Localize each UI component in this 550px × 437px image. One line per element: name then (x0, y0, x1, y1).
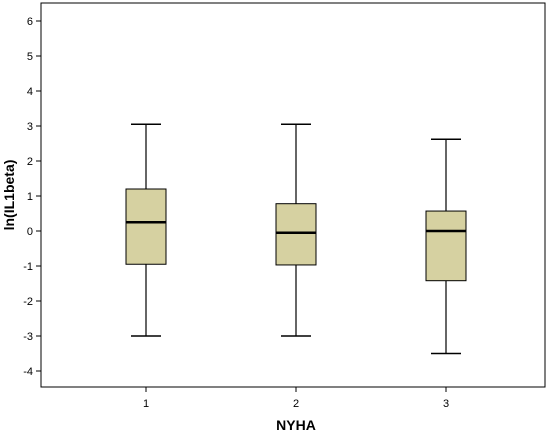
box-group (275, 123, 317, 337)
y-tick-label: 5 (27, 51, 33, 63)
y-tick-label: 3 (27, 121, 33, 133)
x-axis: 1 2 3 (143, 387, 449, 410)
box-group (425, 138, 467, 355)
box-group (125, 123, 167, 337)
y-tick-label: 4 (27, 86, 33, 98)
y-tick-label: -3 (23, 331, 33, 343)
x-axis-title: NYHA (276, 417, 316, 433)
box-iqr (425, 210, 467, 282)
y-axis: -4 -3 -2 -1 0 1 2 3 4 5 6 (23, 16, 41, 378)
plot-frame (40, 2, 546, 388)
box-iqr (275, 203, 317, 266)
y-tick-label: -1 (23, 261, 33, 273)
y-tick-label: 6 (27, 16, 33, 28)
y-tick-label: 1 (27, 191, 33, 203)
box-series (125, 123, 467, 355)
y-tick-label: -2 (23, 296, 33, 308)
y-tick-label: 2 (27, 156, 33, 168)
y-tick-label: 0 (27, 226, 33, 238)
x-tick-label: 2 (293, 398, 299, 410)
y-axis-title: ln(IL1beta) (1, 160, 17, 231)
x-tick-label: 3 (443, 398, 449, 410)
box-iqr (125, 188, 167, 265)
y-tick-label: -4 (23, 366, 33, 378)
x-tick-label: 1 (143, 398, 149, 410)
